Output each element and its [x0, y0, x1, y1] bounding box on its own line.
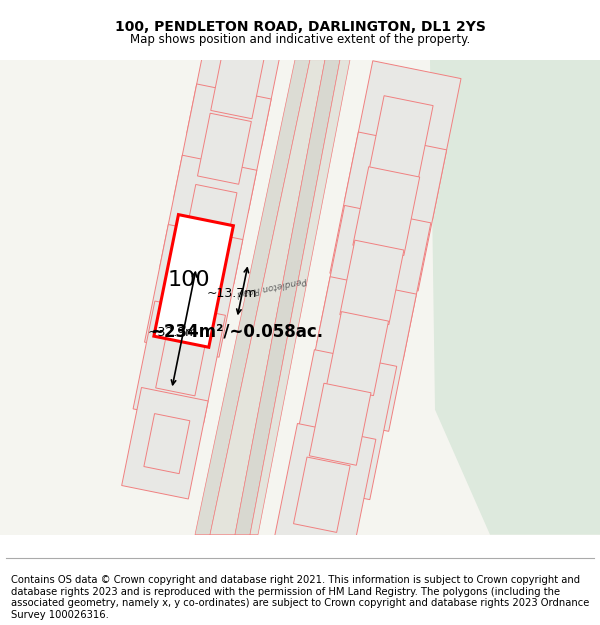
- Polygon shape: [272, 424, 376, 567]
- Polygon shape: [183, 184, 237, 256]
- Polygon shape: [250, 60, 350, 534]
- Polygon shape: [330, 132, 446, 291]
- Polygon shape: [287, 350, 397, 499]
- Polygon shape: [235, 60, 340, 534]
- Polygon shape: [353, 167, 419, 256]
- Polygon shape: [302, 277, 416, 431]
- Text: Pendleton Road: Pendleton Road: [236, 276, 308, 298]
- Polygon shape: [187, 16, 285, 148]
- Text: ~13.7m: ~13.7m: [207, 288, 257, 301]
- Polygon shape: [430, 60, 600, 534]
- Polygon shape: [195, 60, 310, 534]
- Polygon shape: [211, 46, 265, 119]
- Polygon shape: [160, 155, 257, 284]
- Polygon shape: [155, 329, 207, 396]
- Polygon shape: [326, 312, 389, 396]
- Polygon shape: [293, 457, 350, 532]
- Polygon shape: [133, 301, 226, 423]
- Text: Contains OS data © Crown copyright and database right 2021. This information is : Contains OS data © Crown copyright and d…: [11, 575, 589, 620]
- Polygon shape: [197, 113, 251, 184]
- Text: ~234m²/~0.058ac.: ~234m²/~0.058ac.: [150, 322, 323, 341]
- Polygon shape: [122, 388, 208, 499]
- Polygon shape: [368, 96, 433, 184]
- Polygon shape: [174, 84, 271, 212]
- Polygon shape: [309, 383, 371, 465]
- Text: 100: 100: [167, 270, 210, 290]
- Polygon shape: [154, 214, 233, 348]
- Polygon shape: [210, 60, 325, 534]
- Polygon shape: [344, 61, 461, 220]
- Text: 100, PENDLETON ROAD, DARLINGTON, DL1 2YS: 100, PENDLETON ROAD, DARLINGTON, DL1 2YS: [115, 20, 485, 34]
- Text: ~32.9m: ~32.9m: [147, 326, 197, 339]
- Polygon shape: [317, 206, 431, 360]
- Polygon shape: [340, 240, 404, 324]
- Text: Map shows position and indicative extent of the property.: Map shows position and indicative extent…: [130, 32, 470, 46]
- Polygon shape: [144, 414, 190, 474]
- Polygon shape: [145, 224, 243, 357]
